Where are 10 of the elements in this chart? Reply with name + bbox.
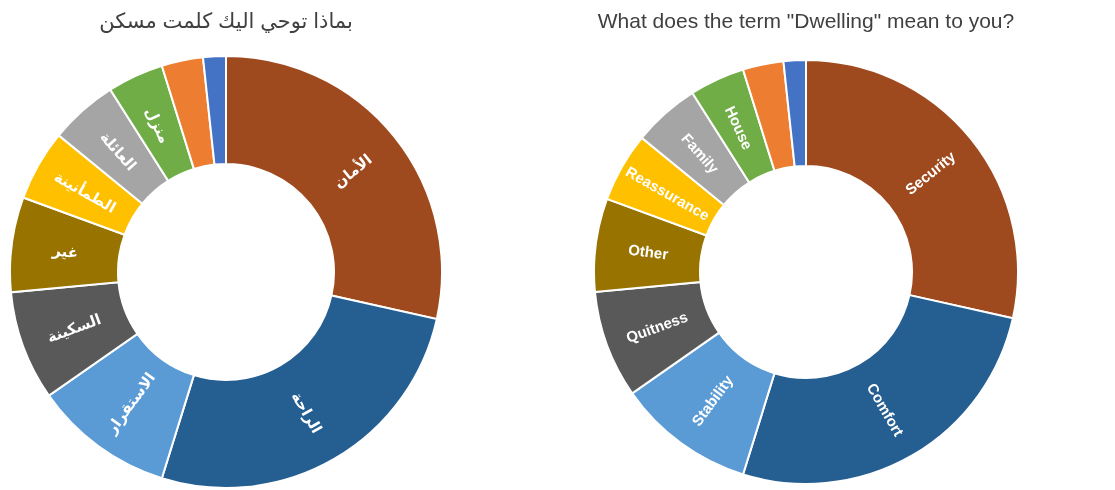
- slice-label: السكينة: [44, 310, 104, 346]
- chart-title: بماذا توحي اليك كلمت مسكن: [99, 9, 353, 33]
- slice-label: منزل: [141, 104, 174, 147]
- slice-label: غير: [50, 240, 80, 263]
- slice-label: الراحة: [287, 388, 326, 437]
- chart-title: What does the term "Dwelling" mean to you?: [597, 9, 1015, 32]
- slice-label: الأمان: [329, 150, 375, 192]
- slice-label: الاستقرار: [101, 369, 160, 438]
- slice-label: Other: [627, 240, 670, 263]
- slice-label: House: [721, 103, 757, 153]
